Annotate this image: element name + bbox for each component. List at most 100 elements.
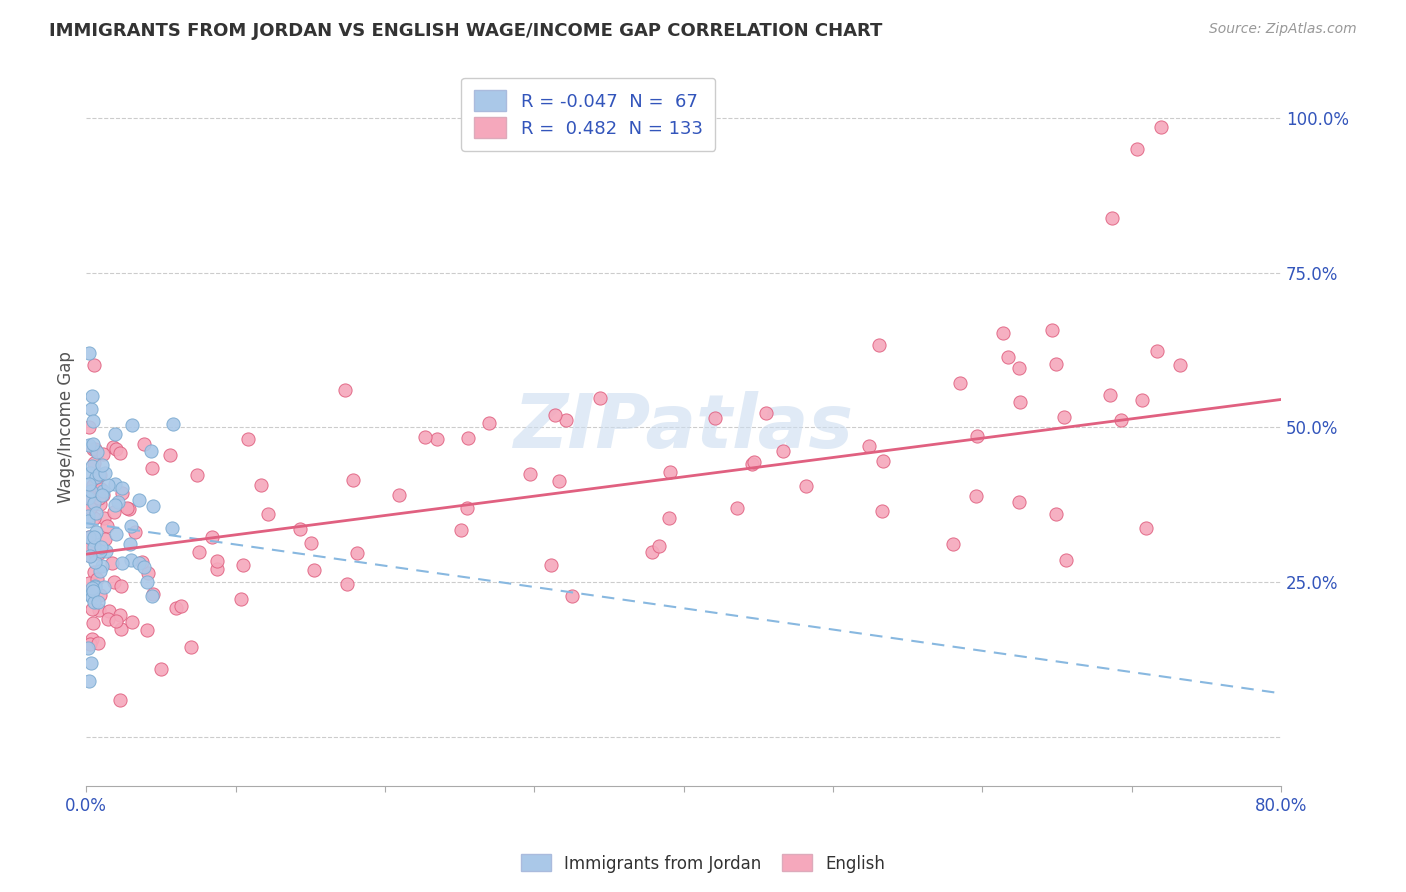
- Point: [162, 521, 184, 535]
- Point: [91, 447, 114, 461]
- Point: [82, 437, 104, 451]
- Point: [121, 417, 143, 432]
- Point: [457, 431, 479, 445]
- Point: [162, 417, 184, 431]
- Point: [79, 637, 101, 651]
- Point: [79, 500, 101, 515]
- Point: [91, 488, 114, 502]
- Point: [180, 640, 202, 655]
- Text: ZIPatlas: ZIPatlas: [513, 391, 853, 464]
- Point: [94, 544, 117, 558]
- Point: [991, 326, 1014, 340]
- Point: [141, 589, 163, 603]
- Point: [77, 438, 100, 452]
- Point: [136, 566, 159, 581]
- Point: [96, 519, 118, 533]
- Point: [77, 477, 100, 491]
- Point: [77, 346, 100, 360]
- Point: [1135, 521, 1157, 535]
- Point: [201, 530, 224, 544]
- Point: [79, 530, 101, 544]
- Point: [141, 460, 163, 475]
- Point: [120, 553, 142, 567]
- Point: [77, 548, 100, 562]
- Point: [80, 389, 103, 403]
- Point: [103, 440, 125, 454]
- Point: [150, 662, 173, 676]
- Point: [648, 539, 671, 553]
- Point: [231, 591, 253, 606]
- Point: [80, 632, 103, 646]
- Point: [77, 490, 100, 504]
- Point: [187, 545, 209, 559]
- Point: [336, 577, 359, 591]
- Point: [104, 614, 127, 628]
- Point: [83, 579, 105, 593]
- Point: [870, 504, 893, 518]
- Point: [105, 527, 128, 541]
- Point: [159, 448, 181, 462]
- Point: [93, 581, 115, 595]
- Point: [84, 546, 107, 560]
- Point: [80, 656, 103, 670]
- Point: [868, 338, 890, 352]
- Point: [132, 437, 155, 451]
- Point: [80, 590, 103, 604]
- Point: [98, 604, 121, 618]
- Point: [544, 408, 567, 422]
- Text: Source: ZipAtlas.com: Source: ZipAtlas.com: [1209, 22, 1357, 37]
- Point: [80, 401, 103, 416]
- Point: [342, 473, 364, 487]
- Point: [104, 442, 127, 456]
- Point: [450, 524, 472, 538]
- Point: [111, 481, 134, 495]
- Point: [89, 588, 111, 602]
- Point: [91, 487, 114, 501]
- Point: [165, 601, 187, 615]
- Point: [84, 555, 107, 569]
- Point: [93, 532, 115, 546]
- Point: [142, 499, 165, 513]
- Point: [966, 429, 988, 443]
- Point: [1098, 388, 1121, 402]
- Point: [1150, 120, 1173, 135]
- Point: [772, 443, 794, 458]
- Point: [288, 522, 311, 536]
- Point: [755, 406, 778, 420]
- Point: [1045, 507, 1067, 521]
- Point: [89, 603, 111, 617]
- Point: [141, 443, 163, 458]
- Point: [77, 541, 100, 555]
- Point: [136, 574, 159, 589]
- Point: [77, 514, 100, 528]
- Point: [89, 467, 111, 482]
- Point: [84, 470, 107, 484]
- Point: [205, 562, 228, 576]
- Point: [547, 474, 569, 488]
- Point: [725, 500, 748, 515]
- Point: [256, 507, 278, 521]
- Point: [1125, 142, 1147, 156]
- Point: [554, 412, 576, 426]
- Point: [77, 673, 100, 688]
- Point: [83, 566, 105, 580]
- Point: [87, 491, 110, 505]
- Point: [346, 546, 368, 560]
- Point: [121, 615, 143, 629]
- Point: [77, 575, 100, 590]
- Point: [388, 487, 411, 501]
- Point: [97, 478, 120, 492]
- Point: [83, 530, 105, 544]
- Point: [250, 477, 273, 491]
- Point: [80, 484, 103, 499]
- Point: [86, 506, 108, 520]
- Point: [90, 483, 112, 497]
- Point: [1168, 359, 1191, 373]
- Point: [519, 467, 541, 482]
- Point: [101, 556, 124, 570]
- Point: [1008, 361, 1031, 376]
- Point: [236, 432, 259, 446]
- Point: [87, 595, 110, 609]
- Point: [641, 545, 664, 559]
- Point: [110, 693, 132, 707]
